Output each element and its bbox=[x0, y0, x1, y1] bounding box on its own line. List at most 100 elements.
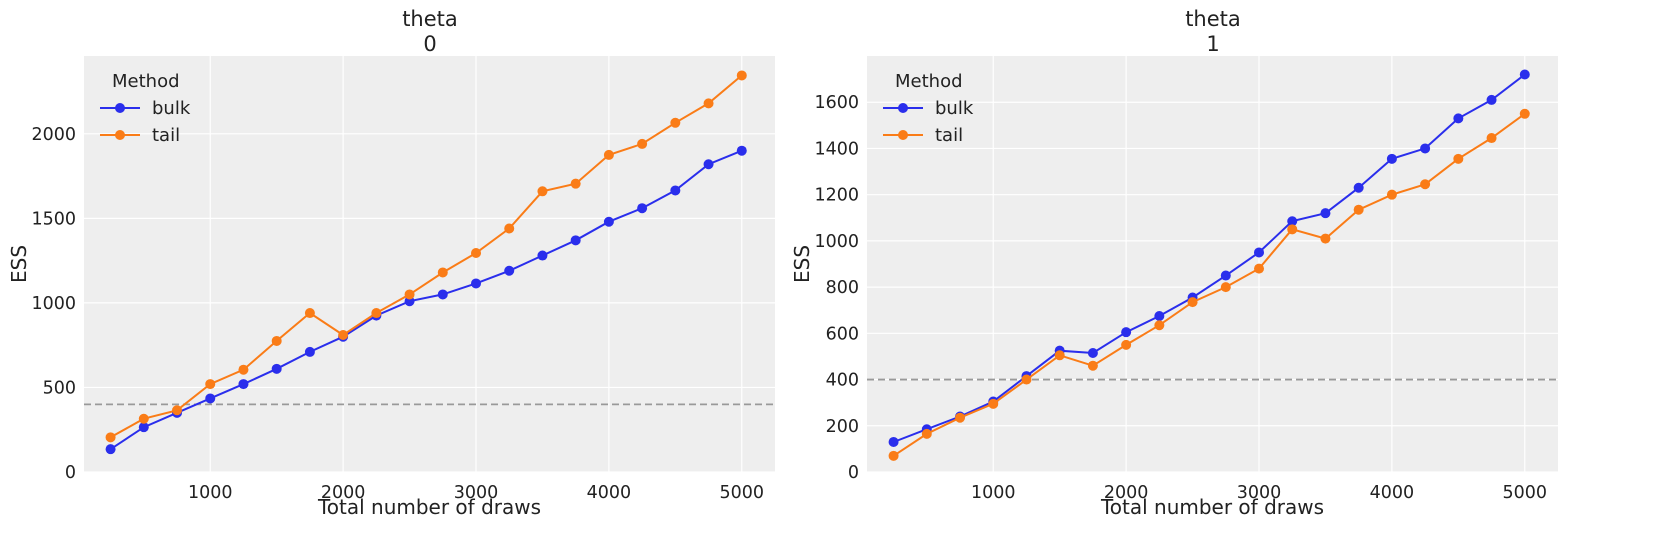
x-axis-label: Total number of draws bbox=[1100, 495, 1324, 519]
data-point-tail bbox=[238, 364, 249, 375]
y-tick-label: 800 bbox=[826, 278, 859, 298]
legend-label-bulk: bulk bbox=[152, 98, 191, 119]
x-tick-label: 5000 bbox=[1503, 483, 1548, 503]
data-point-bulk bbox=[703, 159, 714, 170]
data-point-bulk bbox=[271, 363, 282, 374]
data-point-bulk bbox=[637, 203, 648, 214]
data-point-tail bbox=[1220, 282, 1231, 293]
data-point-bulk bbox=[238, 379, 249, 390]
data-point-bulk bbox=[205, 393, 216, 404]
data-point-tail bbox=[1187, 297, 1198, 308]
y-tick-label: 500 bbox=[43, 378, 76, 398]
data-point-bulk bbox=[105, 444, 116, 455]
data-point-bulk bbox=[1453, 113, 1464, 124]
y-tick-label: 1200 bbox=[814, 186, 859, 206]
data-point-tail bbox=[537, 186, 548, 197]
x-tick-label: 2000 bbox=[1104, 483, 1149, 503]
chart-title: theta bbox=[1185, 7, 1241, 31]
data-point-tail bbox=[504, 223, 515, 234]
data-point-tail bbox=[138, 413, 149, 424]
y-tick-label: 600 bbox=[826, 324, 859, 344]
plot-background bbox=[867, 56, 1558, 472]
data-point-tail bbox=[670, 117, 681, 128]
data-point-bulk bbox=[304, 346, 315, 357]
y-axis-label: ESS bbox=[790, 245, 814, 283]
data-point-tail bbox=[338, 330, 349, 341]
x-tick-label: 4000 bbox=[1370, 483, 1415, 503]
panel-theta-1: 1000 2000 3000 4000 5000 0 200 400 600 800 1000 120… bbox=[790, 7, 1558, 519]
legend-title: Method bbox=[895, 71, 963, 92]
x-tick-label: 1000 bbox=[971, 483, 1016, 503]
series-line-tail bbox=[110, 74, 743, 439]
y-tick-label: 1500 bbox=[31, 209, 76, 229]
series-line-tail bbox=[893, 112, 1526, 457]
data-point-tail bbox=[1486, 133, 1497, 144]
legend-title: Method bbox=[112, 71, 180, 92]
x-tick-label: 3000 bbox=[1237, 483, 1282, 503]
data-point-bulk bbox=[1287, 216, 1298, 227]
data-point-tail bbox=[172, 405, 183, 416]
y-tick-label: 0 bbox=[848, 463, 859, 483]
data-point-tail bbox=[304, 308, 315, 319]
data-point-bulk bbox=[1320, 208, 1331, 219]
data-point-tail bbox=[888, 450, 899, 461]
data-point-bulk bbox=[1220, 270, 1231, 281]
y-tick-label: 1000 bbox=[814, 232, 859, 252]
data-point-bulk bbox=[888, 436, 899, 447]
y-tick-label: 200 bbox=[826, 417, 859, 437]
data-point-tail bbox=[1054, 350, 1065, 361]
legend-marker-tail bbox=[898, 130, 908, 140]
y-tick-label: 0 bbox=[65, 463, 76, 483]
data-point-tail bbox=[371, 308, 382, 319]
data-point-bulk bbox=[437, 289, 448, 300]
legend-label-bulk: bulk bbox=[935, 98, 974, 119]
data-point-tail bbox=[1121, 339, 1132, 350]
y-tick-label: 1600 bbox=[814, 93, 859, 113]
data-point-bulk bbox=[1420, 143, 1431, 154]
y-tick-label: 1000 bbox=[31, 294, 76, 314]
data-point-tail bbox=[637, 138, 648, 149]
data-point-bulk bbox=[670, 185, 681, 196]
data-point-bulk bbox=[736, 145, 747, 156]
x-tick-label: 5000 bbox=[720, 483, 765, 503]
data-point-tail bbox=[437, 267, 448, 278]
y-tick-label: 2000 bbox=[31, 125, 76, 145]
data-point-tail bbox=[404, 289, 415, 300]
data-point-tail bbox=[703, 98, 714, 109]
data-point-tail bbox=[105, 432, 116, 443]
chart-subtitle: 0 bbox=[423, 32, 436, 56]
y-axis-label: ESS bbox=[7, 245, 31, 283]
data-point-tail bbox=[205, 379, 216, 390]
series-line-bulk bbox=[893, 73, 1526, 443]
data-point-bulk bbox=[1154, 311, 1165, 321]
y-tick-label: 400 bbox=[826, 371, 859, 391]
legend-label-tail: tail bbox=[935, 125, 963, 146]
data-point-tail bbox=[1386, 189, 1397, 200]
data-point-tail bbox=[955, 412, 966, 423]
data-point-tail bbox=[271, 335, 282, 346]
data-point-bulk bbox=[1486, 94, 1497, 105]
data-point-tail bbox=[1021, 374, 1032, 385]
data-point-tail bbox=[921, 428, 932, 439]
data-point-bulk bbox=[537, 250, 548, 261]
chart-subtitle: 1 bbox=[1206, 32, 1219, 56]
legend-marker-bulk bbox=[115, 103, 125, 113]
series-line-bulk bbox=[110, 149, 743, 451]
data-point-tail bbox=[1254, 263, 1265, 274]
data-point-tail bbox=[1287, 224, 1298, 235]
data-point-bulk bbox=[1519, 69, 1530, 80]
legend-label-tail: tail bbox=[152, 125, 180, 146]
data-point-tail bbox=[1453, 153, 1464, 164]
x-axis-label: Total number of draws bbox=[317, 495, 541, 519]
data-point-tail bbox=[1154, 320, 1165, 331]
x-tick-label: 1000 bbox=[188, 483, 233, 503]
data-point-bulk bbox=[1353, 182, 1364, 193]
data-point-tail bbox=[1420, 179, 1431, 190]
x-tick-label: 2000 bbox=[321, 483, 366, 503]
data-point-bulk bbox=[504, 265, 515, 276]
data-point-tail bbox=[603, 149, 614, 160]
data-point-tail bbox=[1519, 108, 1530, 119]
data-point-tail bbox=[570, 178, 581, 189]
data-point-bulk bbox=[1386, 153, 1397, 164]
